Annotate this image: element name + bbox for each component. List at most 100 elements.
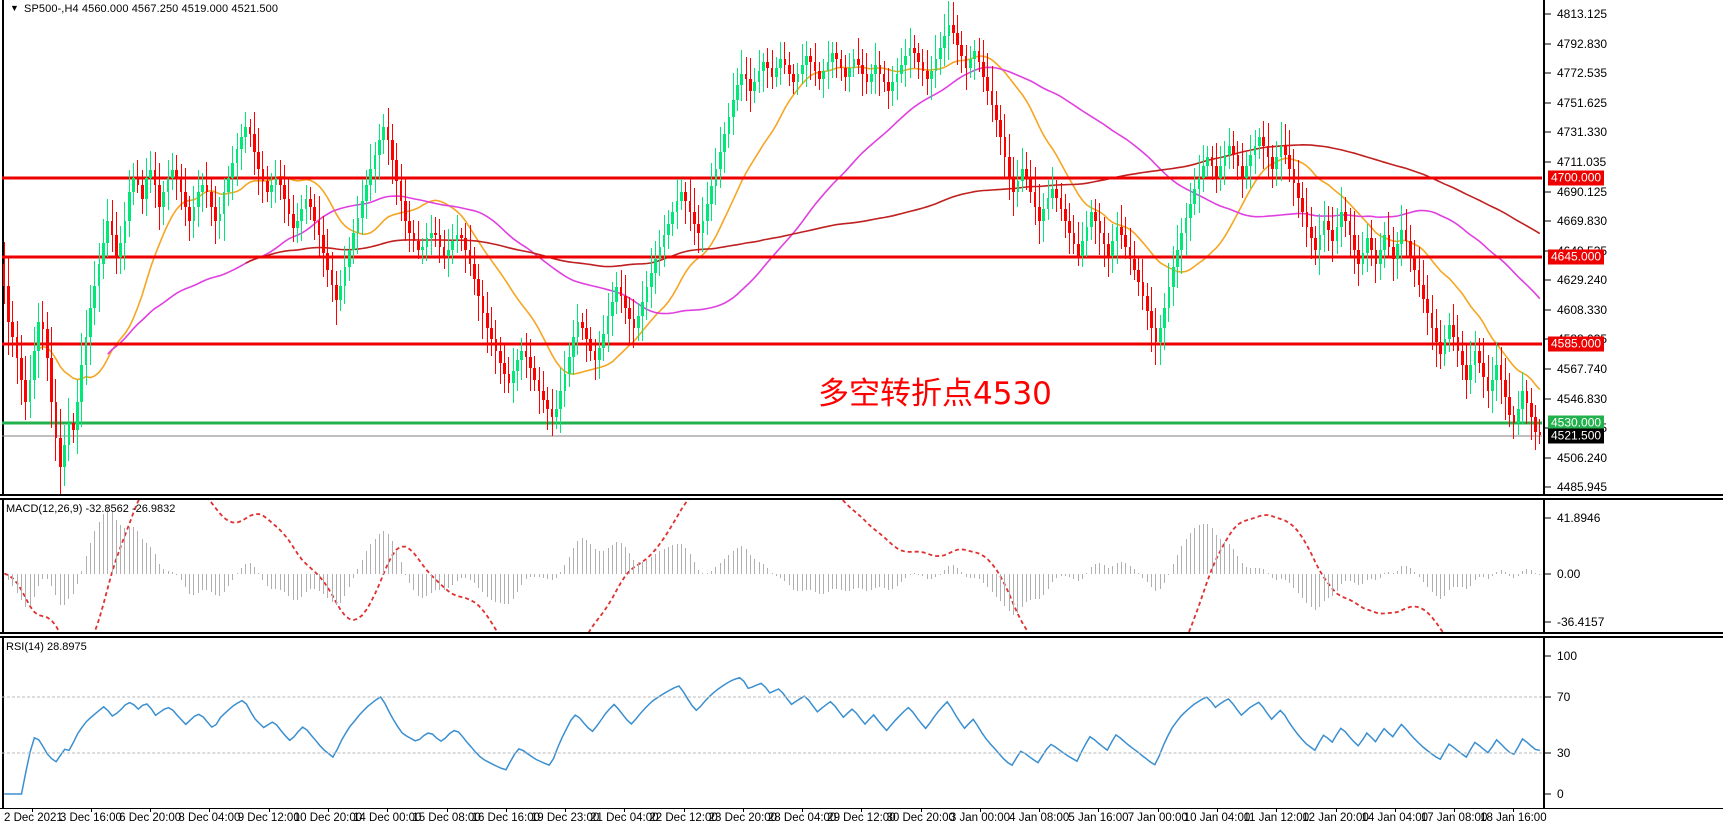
candle-body xyxy=(1025,169,1028,178)
macd-histogram-bar xyxy=(1000,573,1002,602)
resistance-4645-badge[interactable]: 4645.000 xyxy=(1548,249,1605,265)
candle-body xyxy=(313,206,317,221)
candle-body xyxy=(102,242,105,265)
candle-body xyxy=(641,301,644,317)
resistance-4585-badge[interactable]: 4585.000 xyxy=(1548,336,1605,352)
price-panel[interactable]: ▼ SP500-,H4 4560.000 4567.250 4519.000 45… xyxy=(0,0,1723,494)
macd-histogram-bar xyxy=(1133,569,1135,574)
candle-body xyxy=(1219,166,1222,178)
rsi-plot-area[interactable] xyxy=(2,638,1542,808)
candle-body xyxy=(511,371,515,383)
time-axis[interactable]: 2 Dec 2021 3 Dec 16:00 6 Dec 20:00 8 Dec 04… xyxy=(0,808,1723,835)
candle-body xyxy=(1322,221,1326,236)
macd-histogram-bar xyxy=(1250,568,1252,574)
candle-body xyxy=(1478,351,1481,363)
candle-body xyxy=(1007,157,1011,178)
candle-body xyxy=(977,50,981,63)
macd-histogram-bar xyxy=(1315,573,1317,610)
candle-body xyxy=(649,273,653,288)
candle-body xyxy=(110,221,114,236)
macd-histogram-bar xyxy=(542,573,544,579)
candle-body xyxy=(1249,154,1253,167)
macd-histogram-bar xyxy=(1453,573,1455,588)
rsi-panel[interactable]: RSI(14) 28.8975 100 70 30 0 xyxy=(0,638,1723,808)
macd-histogram-bar xyxy=(577,540,579,574)
macd-histogram-bar xyxy=(478,573,480,588)
resistance-4700-line[interactable] xyxy=(2,176,1542,180)
macd-histogram-bar xyxy=(944,570,946,574)
time-axis-tick xyxy=(683,808,685,812)
candle-body xyxy=(1120,226,1123,236)
macd-histogram-bar xyxy=(20,573,22,601)
macd-histogram-bar xyxy=(1013,573,1015,615)
support-4530-badge[interactable]: 4530.000 xyxy=(1548,415,1605,431)
candle-body xyxy=(378,140,381,155)
candle-body xyxy=(1525,391,1529,403)
macd-histogram-bar xyxy=(1172,564,1174,574)
candle-body xyxy=(1370,238,1373,250)
current-price-line[interactable] xyxy=(2,435,1542,436)
price-tickmark xyxy=(1545,220,1551,222)
macd-panel[interactable]: MACD(12,26,9) -32.8562 -26.9832 41.8946 0… xyxy=(0,500,1723,632)
macd-histogram-bar xyxy=(719,563,721,574)
candle-body xyxy=(787,65,791,74)
candle-body xyxy=(270,184,273,193)
candle-body xyxy=(1357,249,1360,265)
candle-body xyxy=(589,339,593,351)
panel-separator-1 xyxy=(0,494,1723,496)
candle-body xyxy=(1396,244,1399,259)
macd-histogram-bar xyxy=(16,573,18,594)
rsi-tickmark xyxy=(1545,696,1551,698)
resistance-4645-line[interactable] xyxy=(2,255,1542,259)
current-price-badge[interactable]: 4521.500 xyxy=(1548,428,1605,443)
candle-body xyxy=(54,401,58,438)
candle-body xyxy=(1452,325,1455,337)
candle-body xyxy=(352,232,355,250)
candle-body xyxy=(175,170,179,178)
macd-histogram-bar xyxy=(849,573,851,591)
candle-body xyxy=(1538,431,1542,435)
macd-histogram-bar xyxy=(3,573,5,575)
macd-histogram-bar xyxy=(1103,564,1105,574)
macd-histogram-bar xyxy=(76,573,78,585)
macd-histogram-bar xyxy=(1211,527,1213,574)
rsi-axis[interactable]: 100 70 30 0 xyxy=(1543,638,1723,808)
candle-body xyxy=(192,206,196,221)
macd-histogram-bar xyxy=(1164,573,1166,583)
macd-histogram-bar xyxy=(1038,573,1040,600)
macd-histogram-bar xyxy=(1030,573,1032,601)
macd-tickmark xyxy=(1545,573,1551,575)
macd-histogram-bar xyxy=(1246,567,1247,574)
price-axis[interactable]: 4813.125 4792.830 4772.535 4751.625 4731.330… xyxy=(1543,0,1723,494)
macd-axis[interactable]: 41.8946 0.00 -36.4157 xyxy=(1543,500,1723,632)
candle-body xyxy=(365,184,368,201)
candle-body xyxy=(891,82,895,91)
candle-body xyxy=(1245,166,1248,178)
macd-histogram-bar xyxy=(1176,554,1178,574)
price-plot-area[interactable] xyxy=(2,0,1542,494)
candle-body xyxy=(1365,238,1369,253)
time-axis-label: 28 Dec 04:00 xyxy=(767,812,837,824)
macd-histogram-bar xyxy=(728,554,730,574)
triangle-down-icon[interactable]: ▼ xyxy=(10,3,20,13)
candle-body xyxy=(11,322,15,337)
macd-histogram-bar xyxy=(508,573,510,604)
resistance-4585-line[interactable] xyxy=(2,342,1542,346)
resistance-4700-badge[interactable]: 4700.000 xyxy=(1548,170,1605,186)
support-4530-line[interactable] xyxy=(2,421,1542,425)
macd-histogram-bar xyxy=(124,528,126,574)
candle-body xyxy=(852,59,856,68)
candle-body xyxy=(999,119,1002,138)
candle-body xyxy=(1409,241,1412,256)
macd-histogram-bar xyxy=(1146,573,1148,582)
macd-histogram-bar xyxy=(1444,573,1446,597)
time-axis-tick xyxy=(327,808,329,812)
macd-plot-area[interactable] xyxy=(2,500,1542,632)
candle-body xyxy=(843,67,847,77)
macd-histogram-bar xyxy=(922,573,924,577)
candle-wick xyxy=(857,38,859,74)
candle-body xyxy=(373,154,377,169)
price-tickmark xyxy=(1545,398,1551,400)
macd-histogram-bar xyxy=(663,548,665,574)
candle-body xyxy=(291,213,295,229)
